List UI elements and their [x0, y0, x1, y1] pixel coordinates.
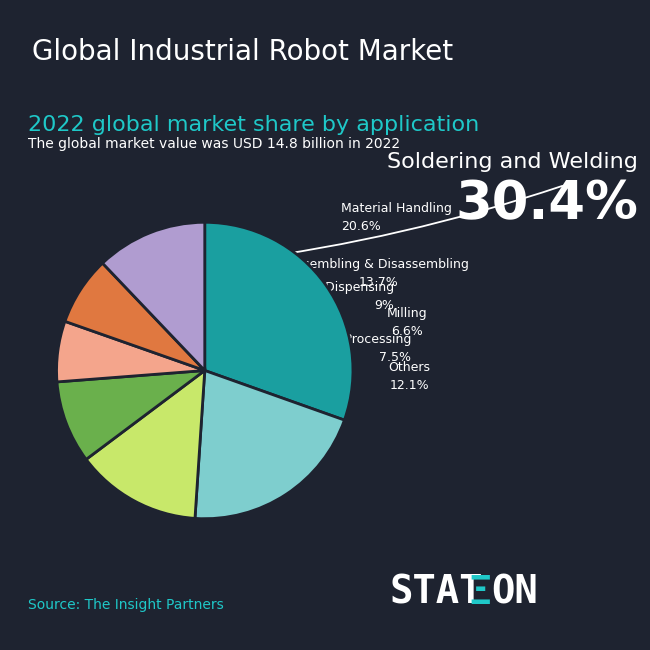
Text: Soldering and Welding: Soldering and Welding: [387, 152, 638, 172]
Text: Material Handling
20.6%: Material Handling 20.6%: [341, 202, 452, 233]
Text: Others
12.1%: Others 12.1%: [388, 361, 430, 392]
Text: Ξ: Ξ: [468, 574, 491, 612]
Wedge shape: [205, 222, 353, 420]
Text: The global market value was USD 14.8 billion in 2022: The global market value was USD 14.8 bil…: [28, 137, 400, 151]
Text: Milling
6.6%: Milling 6.6%: [387, 307, 427, 338]
Text: Source: The Insight Partners: Source: The Insight Partners: [28, 598, 224, 612]
Wedge shape: [57, 370, 205, 460]
Wedge shape: [195, 370, 344, 519]
Wedge shape: [65, 263, 205, 370]
Text: Cutting & Processing
7.5%: Cutting & Processing 7.5%: [281, 333, 411, 365]
Text: 2022 global market share by application: 2022 global market share by application: [28, 115, 479, 135]
Text: ON: ON: [491, 574, 538, 612]
Text: Global Industrial Robot Market: Global Industrial Robot Market: [32, 38, 454, 66]
Text: Assembling & Disassembling
13.7%: Assembling & Disassembling 13.7%: [287, 258, 469, 289]
Wedge shape: [86, 370, 205, 519]
Text: Painting & Dispensing
9%: Painting & Dispensing 9%: [257, 281, 394, 312]
Wedge shape: [57, 321, 205, 382]
Text: STAT: STAT: [390, 574, 484, 612]
Wedge shape: [103, 222, 205, 370]
Text: 30.4%: 30.4%: [455, 178, 638, 230]
